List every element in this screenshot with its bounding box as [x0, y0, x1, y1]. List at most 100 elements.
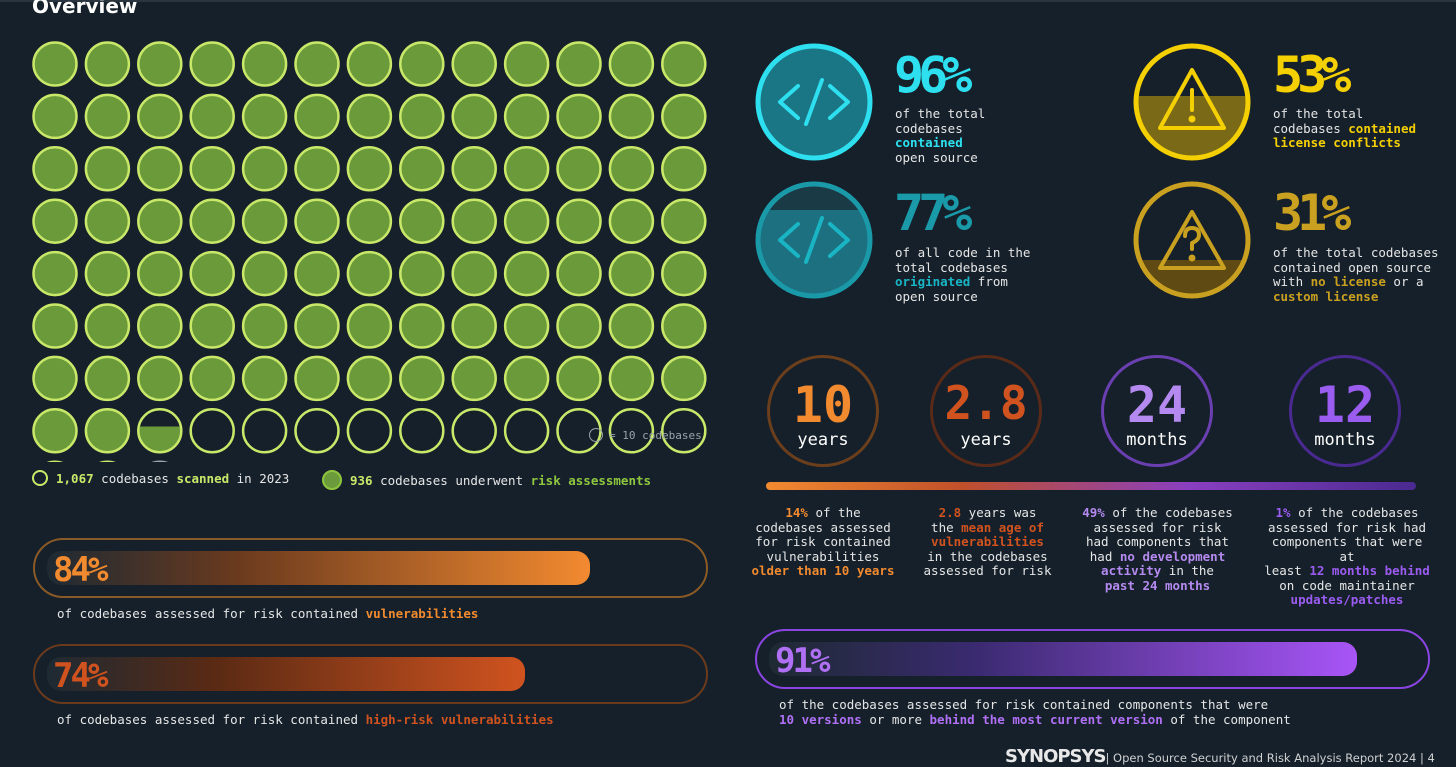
versions-behind-bar-fill — [769, 642, 1357, 676]
vuln-percent: 84% — [53, 550, 105, 590]
vuln-bar-fill — [47, 551, 590, 585]
codebase-icon — [34, 43, 77, 86]
codebase-icon — [296, 305, 339, 348]
codebase-icon — [662, 357, 705, 400]
codebase-icon — [348, 357, 391, 400]
codebase-icon — [453, 409, 496, 452]
key-label: = 10 codebases — [609, 429, 702, 442]
codebase-icon — [453, 357, 496, 400]
ring-10-unit: years — [770, 430, 876, 450]
codebase-icon — [34, 95, 77, 138]
codebase-icon — [191, 252, 234, 295]
open-source-ring — [752, 40, 876, 164]
codebase-icon — [400, 409, 443, 452]
codebase-icon — [348, 95, 391, 138]
codebase-icon — [34, 252, 77, 295]
ring-12-num: 12 — [1292, 380, 1398, 430]
codebase-icon — [243, 200, 286, 243]
codebase-icon — [610, 305, 653, 348]
license-conflict-ring — [1130, 40, 1254, 164]
codebase-icon — [453, 43, 496, 86]
ring-12-unit: months — [1292, 430, 1398, 450]
codebase-icon — [86, 200, 129, 243]
codebase-icon — [296, 95, 339, 138]
codebase-icon — [610, 43, 653, 86]
codebase-icon — [610, 252, 653, 295]
codebase-icon — [662, 252, 705, 295]
codebase-icon — [505, 43, 548, 86]
codebase-icon — [558, 200, 601, 243]
stat-code-origin-pct: 77% — [894, 188, 966, 238]
codebase-icon — [191, 409, 234, 452]
codebase-icon — [138, 147, 181, 190]
codebase-icon — [348, 305, 391, 348]
no-license-ring — [1130, 178, 1254, 302]
codebase-icon — [243, 95, 286, 138]
codebase-icon — [610, 357, 653, 400]
highrisk-bar-fill — [47, 657, 525, 691]
codebase-icon — [610, 95, 653, 138]
stat-no-license-pct: 31% — [1273, 188, 1345, 238]
codebase-icon — [348, 252, 391, 295]
codebase-icon — [296, 147, 339, 190]
codebase-icon — [662, 200, 705, 243]
ring-12-months: 12 months — [1289, 355, 1401, 467]
codebase-icon — [453, 147, 496, 190]
codebase-icon — [138, 43, 181, 86]
footer-text: | Open Source Security and Risk Analysis… — [1106, 751, 1435, 765]
codebase-icon — [558, 147, 601, 190]
top-rule — [0, 0, 1456, 2]
codebase-icon — [138, 409, 181, 452]
legend-assessed: 936 codebases underwent risk assessments — [322, 470, 651, 490]
codebase-icon — [558, 305, 601, 348]
stat-open-source-pct: 96% — [894, 50, 966, 100]
codebase-pictograph — [28, 38, 718, 462]
codebase-icon — [400, 200, 443, 243]
codebase-icon — [296, 252, 339, 295]
codebase-icon — [34, 357, 77, 400]
codebase-icon — [86, 147, 129, 190]
codebase-icon — [505, 305, 548, 348]
codebase-icon — [348, 147, 391, 190]
vuln-caption: of codebases assessed for risk contained… — [57, 606, 478, 621]
code-origin-ring — [752, 178, 876, 302]
codebase-icon — [34, 409, 77, 452]
highrisk-caption: of codebases assessed for risk contained… — [57, 712, 554, 727]
pictograph-key: = 10 codebases — [589, 428, 702, 442]
codebase-icon — [453, 95, 496, 138]
codebase-icon — [505, 147, 548, 190]
codebase-icon — [191, 95, 234, 138]
codebase-icon — [191, 200, 234, 243]
highrisk-percent: 74% — [53, 656, 105, 696]
codebase-icon — [191, 147, 234, 190]
codebase-icon — [34, 200, 77, 243]
codebase-icon — [662, 147, 705, 190]
codebase-icon — [138, 95, 181, 138]
codebase-icon — [453, 305, 496, 348]
legend-scanned: 1,067 codebases scanned in 2023 — [32, 470, 289, 486]
codebase-icon — [610, 147, 653, 190]
codebase-icon — [400, 305, 443, 348]
codebase-icon — [86, 409, 129, 452]
vuln-bar-track: 84% — [33, 538, 708, 598]
codebase-icon — [453, 252, 496, 295]
highrisk-bar-track: 74% — [33, 644, 708, 704]
codebase-icon — [191, 357, 234, 400]
versions-behind-percent: 91% — [775, 641, 827, 681]
codebase-icon — [243, 252, 286, 295]
ring-2-8-unit: years — [933, 430, 1039, 450]
key-circle-icon — [589, 428, 603, 442]
codebase-icon — [558, 43, 601, 86]
ring-2-8-desc: 2.8 years was the mean age of vulnerabil… — [910, 506, 1065, 579]
codebase-icon — [348, 409, 391, 452]
stat-license-conflict-pct: 53% — [1273, 50, 1345, 100]
codebase-icon — [558, 95, 601, 138]
codebase-icon — [243, 305, 286, 348]
codebase-icon — [505, 252, 548, 295]
codebase-icon — [400, 147, 443, 190]
stat-license-conflict-desc: of the total codebases contained license… — [1273, 107, 1416, 151]
